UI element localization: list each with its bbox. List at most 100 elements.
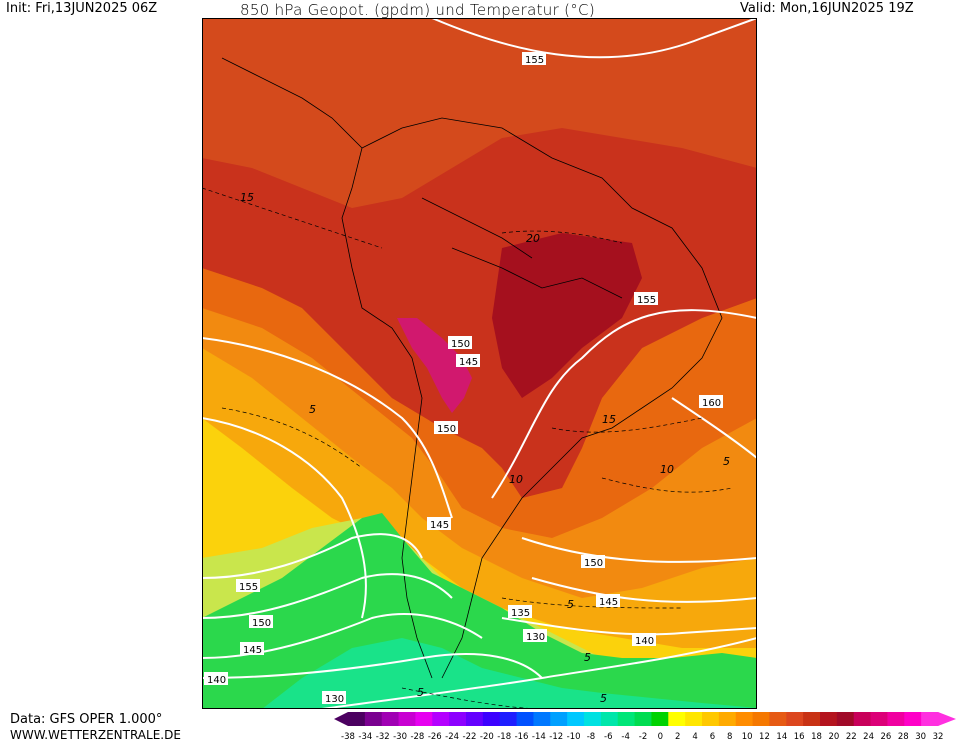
label-150-b: 150 xyxy=(434,421,458,435)
label-145-a: 145 xyxy=(456,354,480,368)
legend-tick-label: -22 xyxy=(463,732,477,740)
temperature-labels: 15 20 15 5 10 5 10 5 5 5 5 xyxy=(240,191,730,705)
label-150-d: 150 xyxy=(249,615,273,629)
legend-tick-label: -38 xyxy=(341,732,355,740)
legend-tick-label: -14 xyxy=(532,732,546,740)
legend-swatch xyxy=(803,712,821,726)
legend-tick-label: -10 xyxy=(567,732,581,740)
label-150-a: 150 xyxy=(448,336,472,350)
svg-text:155: 155 xyxy=(637,295,656,306)
legend-swatch xyxy=(364,712,383,726)
legend-swatch xyxy=(685,712,703,726)
legend-swatch xyxy=(904,712,922,726)
svg-text:145: 145 xyxy=(599,597,618,608)
legend-tick-label: -34 xyxy=(358,732,372,740)
label-155-top: 155 xyxy=(522,52,546,66)
label-145-d: 145 xyxy=(240,642,264,656)
legend-tick-label: -24 xyxy=(445,732,459,740)
legend-swatch xyxy=(348,712,366,726)
legend-swatch xyxy=(634,712,652,726)
svg-text:140: 140 xyxy=(635,636,654,647)
label-145-b: 145 xyxy=(427,517,451,531)
legend-swatch xyxy=(584,712,602,726)
svg-text:150: 150 xyxy=(584,558,603,569)
geopotential-labels: 155 150 145 150 145 155 160 150 145 145 … xyxy=(204,52,723,705)
legend-swatch xyxy=(668,712,686,726)
legend-tick-label: 32 xyxy=(933,732,944,740)
legend-swatch xyxy=(853,712,872,726)
legend-tick-label: 6 xyxy=(710,732,715,740)
legend-tick-label: 22 xyxy=(846,732,857,740)
legend-tick-label: 4 xyxy=(692,732,697,740)
svg-text:155: 155 xyxy=(525,55,544,66)
label-135: 135 xyxy=(508,605,532,619)
temperature-legend: -38 -34 -32 -30 -28 -26 -24 -22 -20 -18 -16 -14 -12-… xyxy=(334,712,956,740)
legend-tick-label: 24 xyxy=(863,732,874,740)
coastlines xyxy=(221,57,723,679)
legend-arrow-left xyxy=(334,712,348,726)
label-140-a: 140 xyxy=(204,672,228,686)
brazil-warm-core xyxy=(492,233,642,398)
isotherm-label-5-d: 5 xyxy=(584,651,591,664)
legend-swatch xyxy=(482,712,501,726)
legend-tick-label: -16 xyxy=(515,732,529,740)
label-145-c: 145 xyxy=(596,594,620,608)
map-frame xyxy=(202,18,757,709)
temp-band-teal xyxy=(262,638,757,709)
legend-tick-label: 16 xyxy=(794,732,805,740)
legend-tick-label: 30 xyxy=(915,732,926,740)
legend-tick-label: -2 xyxy=(639,732,647,740)
legend-swatch xyxy=(533,712,551,726)
svg-text:155: 155 xyxy=(239,582,258,593)
legend-tick-label: -26 xyxy=(428,732,442,740)
legend-tick-label: -30 xyxy=(393,732,407,740)
legend-tick-label: 26 xyxy=(881,732,892,740)
isotherm-label-15-b: 15 xyxy=(602,413,616,426)
legend-swatch xyxy=(550,712,568,726)
label-130-a: 130 xyxy=(523,629,547,643)
svg-text:130: 130 xyxy=(325,694,344,705)
legend-tick-label: -28 xyxy=(410,732,424,740)
map-title: 850 hPa Geopot. (gpdm) und Temperatur (°… xyxy=(240,1,595,19)
legend-tick-label: 28 xyxy=(898,732,909,740)
legend-tick-label: 2 xyxy=(675,732,680,740)
label-160: 160 xyxy=(699,395,723,409)
isotherm-label-5-a: 5 xyxy=(309,403,316,416)
isotherm-label-10-a: 10 xyxy=(509,473,523,486)
svg-text:145: 145 xyxy=(243,645,262,656)
legend-swatch xyxy=(651,712,669,726)
isotherm-label-10-b: 10 xyxy=(660,463,674,476)
isotherm-label-5-b: 5 xyxy=(723,455,730,468)
legend-tick-label: 0 xyxy=(658,732,663,740)
svg-text:130: 130 xyxy=(526,632,545,643)
legend-swatch xyxy=(567,712,585,726)
isotherm-label-20: 20 xyxy=(526,232,540,245)
isotherm-label-5-f: 5 xyxy=(600,692,607,705)
svg-text:150: 150 xyxy=(437,424,456,435)
legend-tick-label: 12 xyxy=(759,732,770,740)
label-150-c: 150 xyxy=(581,555,605,569)
label-140-b: 140 xyxy=(632,633,656,647)
svg-text:135: 135 xyxy=(511,608,530,619)
isotherm-label-5-e: 5 xyxy=(417,686,424,699)
legend-swatch xyxy=(769,712,787,726)
legend-tick-label: 14 xyxy=(776,732,787,740)
legend-tick-label: 20 xyxy=(828,732,839,740)
legend-tick-label: -12 xyxy=(549,732,563,740)
legend-swatch xyxy=(499,712,518,726)
legend-tick-label: 18 xyxy=(811,732,822,740)
legend-swatch xyxy=(820,712,838,726)
legend-tick-label: -18 xyxy=(497,732,511,740)
legend-tick-label: -20 xyxy=(480,732,494,740)
svg-text:145: 145 xyxy=(459,357,478,368)
svg-text:145: 145 xyxy=(430,520,449,531)
legend-swatch xyxy=(600,712,619,726)
svg-text:150: 150 xyxy=(451,339,470,350)
isohypses xyxy=(202,18,757,709)
svg-text:160: 160 xyxy=(702,398,721,409)
legend-swatch xyxy=(870,712,888,726)
label-145-e: 145 xyxy=(241,641,265,655)
legend-tick-label: 8 xyxy=(727,732,732,740)
valid-time-label: Valid: Mon,16JUN2025 19Z xyxy=(740,1,914,16)
isotherm-label-5-c: 5 xyxy=(567,598,574,611)
